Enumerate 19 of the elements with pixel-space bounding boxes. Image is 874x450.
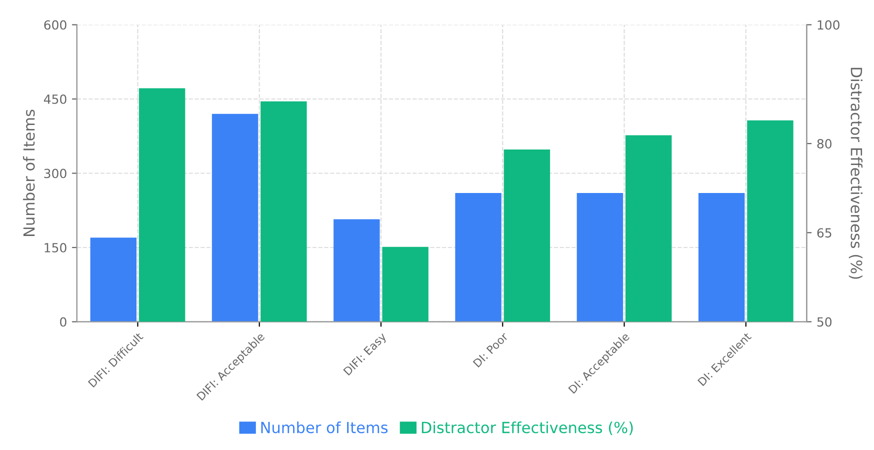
y2-axis-title: Distractor Effectiveness (%) — [848, 68, 863, 279]
bar — [212, 114, 258, 322]
y-tick-label: 150 — [44, 242, 66, 252]
bar — [334, 219, 380, 322]
bar — [455, 193, 502, 322]
y2-tick-label: 50 — [817, 317, 832, 327]
y-tick-label: 600 — [44, 20, 66, 30]
y-tick-label: 450 — [44, 94, 66, 104]
y2-tick-label: 65 — [817, 228, 832, 238]
y2-tick-label: 100 — [818, 20, 840, 30]
y2-tick-label: 80 — [817, 139, 832, 148]
bar — [90, 238, 137, 322]
bar — [698, 193, 745, 322]
y-tick-label: 0 — [60, 317, 66, 327]
legend-label: Distractor Effectiveness (%) — [422, 421, 633, 436]
bar — [576, 193, 624, 322]
y-axis-title: Number of Items — [22, 110, 35, 236]
y-tick-label: 300 — [44, 168, 66, 178]
legend-label: Number of Items — [261, 421, 388, 434]
